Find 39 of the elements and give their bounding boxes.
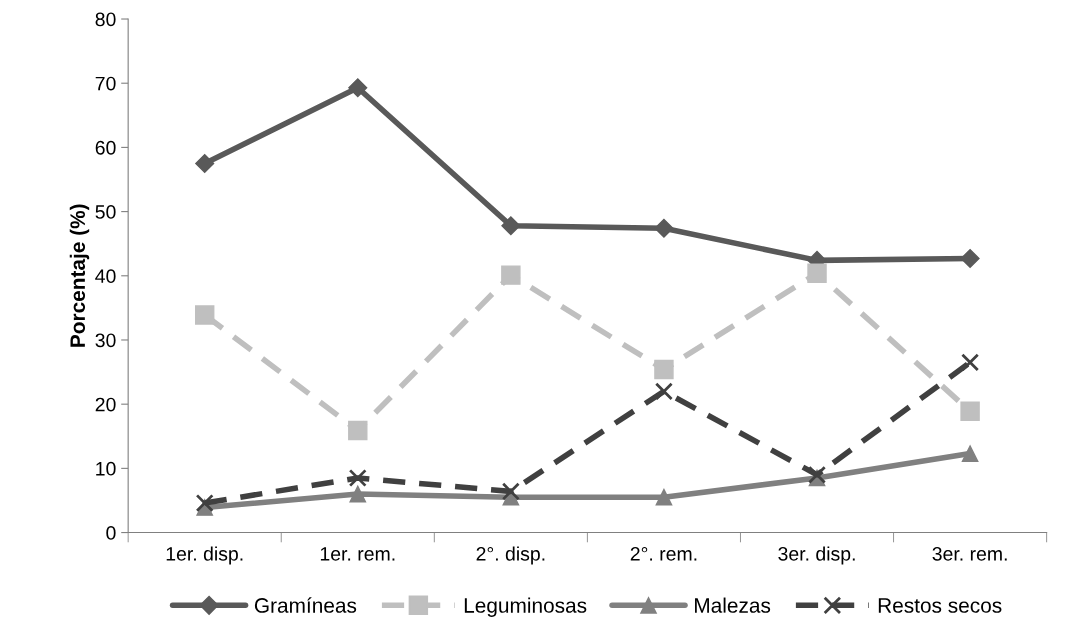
legend-label: Gramíneas xyxy=(254,597,357,613)
point xyxy=(195,494,214,513)
x-tick-label: 1er. disp. xyxy=(166,546,243,565)
point xyxy=(195,153,215,173)
y-tick-label: 40 xyxy=(95,269,116,284)
point xyxy=(654,382,673,401)
point xyxy=(349,485,367,503)
x-tick-label: 2°. rem. xyxy=(630,546,697,561)
point xyxy=(960,401,980,421)
point xyxy=(194,305,215,325)
y-tick-label: 50 xyxy=(95,205,116,219)
point xyxy=(348,468,367,488)
point xyxy=(961,353,980,372)
point xyxy=(348,420,368,441)
x-tick-label: 3er. disp. xyxy=(778,546,855,565)
point xyxy=(501,482,520,501)
x-tick-label: 3er. rem. xyxy=(932,546,1007,561)
legend-label: Leguminosas xyxy=(464,597,587,617)
y-tick-label: 20 xyxy=(95,397,116,412)
point xyxy=(501,265,521,285)
y-axis-title: Porcentaje (%) xyxy=(69,204,90,347)
point xyxy=(960,248,980,268)
y-tick-label: 60 xyxy=(95,140,116,155)
point xyxy=(654,359,674,380)
point xyxy=(655,488,673,506)
legend-label: Restos secos xyxy=(878,598,1002,613)
x-tick-label: 2°. disp. xyxy=(476,546,545,565)
point xyxy=(961,445,979,462)
point xyxy=(654,218,674,238)
y-tick-label: 70 xyxy=(95,76,116,91)
y-tick-label: 30 xyxy=(95,333,116,348)
point xyxy=(501,216,521,236)
x-tick-label: 1er. rem. xyxy=(320,547,395,561)
legend-label: Malezas xyxy=(695,597,771,613)
point xyxy=(807,263,827,283)
y-tick-label: 80 xyxy=(95,12,116,27)
y-tick-label: 0 xyxy=(106,526,116,540)
y-tick-label: 10 xyxy=(96,461,116,476)
point xyxy=(348,78,368,98)
